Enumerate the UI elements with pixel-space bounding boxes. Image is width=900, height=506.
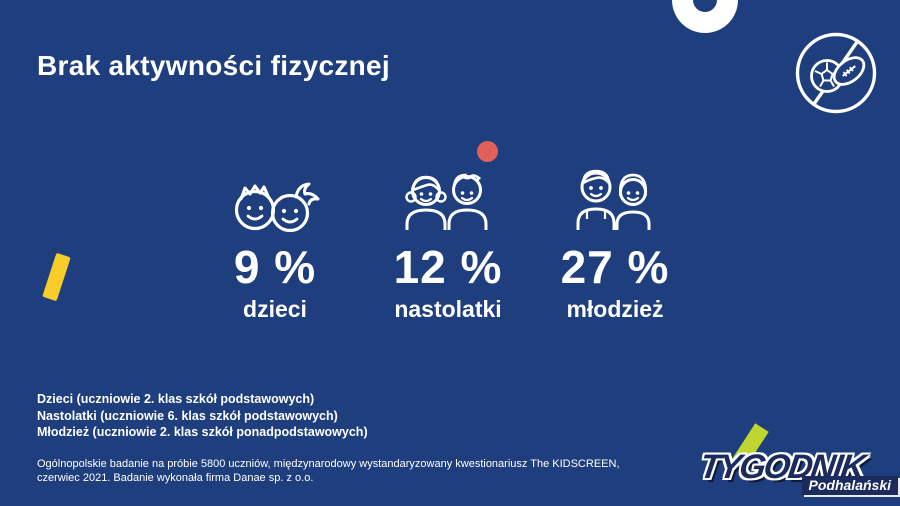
footnote: Ogólnopolskie badanie na próbie 5800 ucz… — [37, 457, 620, 485]
stat-label-children: dzieci — [243, 296, 307, 322]
footnote-line-1: Ogólnopolskie badanie na próbie 5800 ucz… — [37, 458, 620, 470]
footnote-line-2: czerwiec 2021. Badanie wykonała firma Da… — [37, 472, 314, 484]
stat-youth: 27 % młodzież — [535, 164, 695, 323]
stat-value-teens: 12 % — [393, 241, 503, 293]
legend-line-children: Dzieci (uczniowie 2. klas szkół podstawo… — [37, 392, 315, 406]
tygodnik-podhalanski-logo: TYGODNIK Podhalański — [697, 423, 898, 504]
stat-teens: 12 % nastolatki — [368, 164, 528, 323]
stat-label-teens: nastolatki — [394, 296, 502, 322]
stat-label-youth: młodzież — [566, 296, 664, 322]
teens-icon — [368, 164, 528, 232]
yellow-bar-decoration — [42, 252, 71, 302]
no-sports-icon — [795, 32, 877, 114]
children-icon — [195, 164, 355, 232]
legend-line-teens: Nastolatki (uczniowie 6. klas szkół pods… — [37, 408, 338, 423]
legend-line-youth: Młodzież (uczniowie 2. klas szkół ponadp… — [37, 425, 368, 439]
stat-children: 9 % dzieci — [195, 164, 355, 323]
half-donut-decoration — [672, 0, 738, 33]
young-adults-icon — [535, 164, 695, 232]
logo-subtitle: Podhalański — [801, 476, 898, 495]
stat-value-children: 9 % — [233, 241, 317, 293]
page-title: Brak aktywności fizycznej — [37, 50, 390, 81]
stat-value-youth: 27 % — [560, 241, 670, 293]
legend: Dzieci (uczniowie 2. klas szkół podstawo… — [37, 391, 368, 441]
red-dot-decoration — [477, 141, 498, 162]
